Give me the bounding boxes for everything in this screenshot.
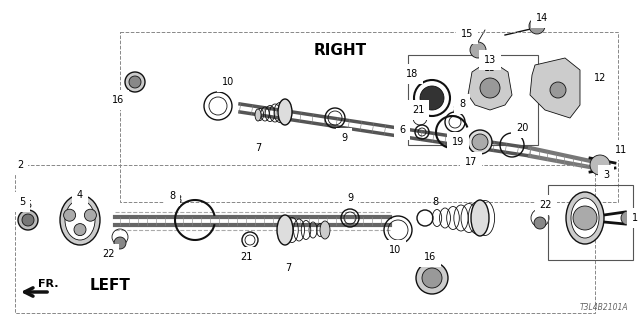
Text: 21: 21	[242, 250, 254, 260]
Text: 12: 12	[589, 77, 601, 87]
Ellipse shape	[60, 195, 100, 245]
Circle shape	[529, 18, 545, 34]
Circle shape	[480, 78, 500, 98]
Text: 22: 22	[541, 203, 554, 213]
Ellipse shape	[320, 221, 330, 239]
Text: 1: 1	[630, 213, 636, 223]
Text: 3: 3	[602, 173, 608, 183]
Text: 13: 13	[484, 55, 496, 65]
Text: 12: 12	[594, 73, 606, 83]
Text: 16: 16	[424, 252, 436, 262]
Polygon shape	[468, 60, 512, 110]
Text: 21: 21	[240, 252, 252, 262]
Ellipse shape	[278, 99, 292, 125]
Text: 19: 19	[452, 137, 464, 147]
Text: T3L4B2101A: T3L4B2101A	[579, 303, 628, 312]
Text: 18: 18	[409, 75, 421, 85]
Text: 15: 15	[464, 33, 476, 43]
Circle shape	[422, 268, 442, 288]
Text: 8: 8	[432, 197, 438, 207]
Text: 10: 10	[392, 243, 404, 253]
Text: 18: 18	[406, 69, 418, 79]
Text: 1: 1	[632, 213, 638, 223]
Circle shape	[18, 210, 38, 230]
Text: 9: 9	[337, 130, 343, 140]
Text: 14: 14	[536, 13, 548, 23]
Text: 20: 20	[516, 123, 528, 133]
Text: 8: 8	[459, 99, 465, 109]
Text: 7: 7	[255, 143, 261, 153]
Text: FR.: FR.	[38, 279, 58, 289]
Ellipse shape	[65, 200, 95, 240]
Polygon shape	[530, 58, 580, 118]
Text: 17: 17	[465, 157, 477, 167]
Circle shape	[590, 155, 610, 175]
Text: 8: 8	[169, 191, 175, 201]
Text: 10: 10	[389, 245, 401, 255]
Text: LEFT: LEFT	[90, 277, 131, 292]
Ellipse shape	[566, 192, 604, 244]
Circle shape	[621, 211, 635, 225]
Circle shape	[74, 224, 86, 236]
Text: 9: 9	[347, 193, 353, 203]
Text: 13: 13	[484, 63, 496, 73]
Ellipse shape	[571, 198, 599, 238]
Text: 3: 3	[603, 170, 609, 180]
Text: 6: 6	[399, 125, 405, 135]
Text: 22: 22	[104, 247, 116, 257]
Text: 16: 16	[112, 95, 124, 105]
Text: 11: 11	[611, 150, 623, 160]
Text: 22: 22	[540, 200, 552, 210]
Text: 9: 9	[341, 133, 347, 143]
Circle shape	[470, 42, 486, 58]
Text: 21: 21	[412, 110, 424, 120]
Text: 10: 10	[222, 77, 234, 87]
Text: 2: 2	[19, 163, 25, 173]
Circle shape	[573, 206, 597, 230]
Text: 5: 5	[19, 197, 25, 207]
Circle shape	[125, 72, 145, 92]
Circle shape	[22, 214, 34, 226]
Text: 16: 16	[426, 255, 438, 265]
Circle shape	[114, 237, 126, 249]
Bar	[408, 55, 538, 145]
Text: 19: 19	[449, 135, 461, 145]
Circle shape	[472, 134, 488, 150]
Text: 7: 7	[255, 140, 261, 150]
Text: RIGHT: RIGHT	[314, 43, 367, 58]
Ellipse shape	[277, 215, 293, 245]
Circle shape	[63, 209, 76, 221]
Ellipse shape	[255, 109, 261, 121]
Text: 11: 11	[615, 145, 627, 155]
Text: 15: 15	[461, 29, 473, 39]
Bar	[548, 185, 633, 260]
Text: 4: 4	[77, 190, 83, 200]
Bar	[15, 165, 595, 313]
Text: 6: 6	[402, 123, 408, 133]
Text: 10: 10	[222, 83, 234, 93]
Ellipse shape	[471, 200, 489, 236]
Text: 2: 2	[17, 160, 23, 170]
Text: 16: 16	[112, 95, 124, 105]
Circle shape	[420, 86, 444, 110]
Ellipse shape	[468, 130, 492, 154]
Text: 21: 21	[412, 105, 424, 115]
Text: 5: 5	[25, 200, 31, 210]
Text: 7: 7	[285, 263, 291, 273]
Circle shape	[534, 217, 546, 229]
Circle shape	[129, 76, 141, 88]
Text: 4: 4	[77, 193, 83, 203]
Text: 8: 8	[175, 195, 181, 205]
Circle shape	[84, 209, 97, 221]
Text: 8: 8	[452, 105, 458, 115]
Circle shape	[416, 262, 448, 294]
Text: 9: 9	[349, 197, 355, 207]
Text: 14: 14	[534, 15, 546, 25]
Text: 17: 17	[465, 155, 477, 165]
Text: 20: 20	[514, 125, 526, 135]
Bar	[120, 32, 618, 202]
Text: 7: 7	[287, 260, 293, 270]
Text: 22: 22	[102, 249, 115, 259]
Circle shape	[550, 82, 566, 98]
